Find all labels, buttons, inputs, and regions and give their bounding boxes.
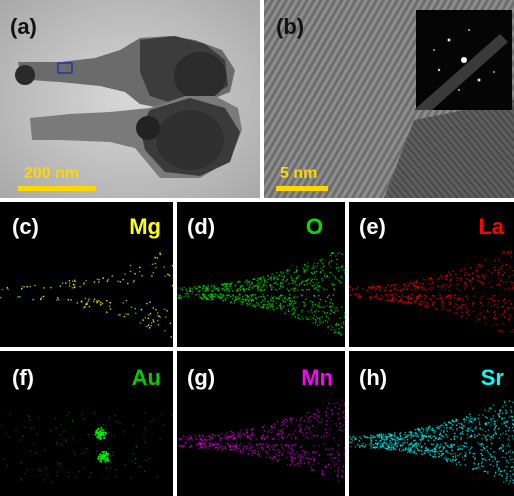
tem-nanostructure-graphic: [0, 0, 260, 198]
eds-map-sr: (h) Sr: [349, 351, 514, 496]
au-distribution-map: [1, 411, 173, 483]
panel-g-element: Mn: [301, 365, 333, 390]
panel-c-element: Mg: [129, 214, 161, 239]
panel-h-label: (h): [359, 365, 388, 390]
panel-g-label: (g): [187, 365, 216, 390]
sr-distribution-map: [349, 400, 514, 485]
panel-b-scale-text: 5 nm: [280, 165, 318, 182]
eds-map-o: (d) O: [177, 202, 345, 347]
panel-f-element: Au: [131, 365, 161, 390]
eds-map-mn: (g) Mn: [177, 351, 345, 496]
hrtem-image-panel: (b) 5 nm: [264, 0, 514, 198]
o-distribution-map: [177, 252, 345, 336]
panel-h-element: Sr: [480, 365, 504, 390]
panel-e-label: (e): [359, 214, 386, 239]
panel-d-element: O: [305, 214, 323, 239]
panel-d-label: (d): [187, 214, 216, 239]
panel-b-label: (b): [276, 14, 305, 39]
hrtem-lattice-graphic: [264, 0, 514, 198]
eds-map-mg: (c) Mg: [0, 202, 173, 347]
panel-c-label: (c): [12, 214, 39, 239]
eds-map-la: (e) La: [349, 202, 514, 347]
mn-distribution-map: [177, 399, 345, 482]
panel-f-label: (f): [12, 365, 34, 390]
eds-map-au: (f) Au: [0, 351, 173, 496]
mg-distribution-map: [0, 252, 173, 338]
panel-e-element: La: [478, 214, 504, 239]
panel-a-scale-text: 200 nm: [24, 165, 80, 182]
tem-image-panel: (a) 200 nm: [0, 0, 260, 198]
panel-a-label: (a): [10, 14, 37, 39]
